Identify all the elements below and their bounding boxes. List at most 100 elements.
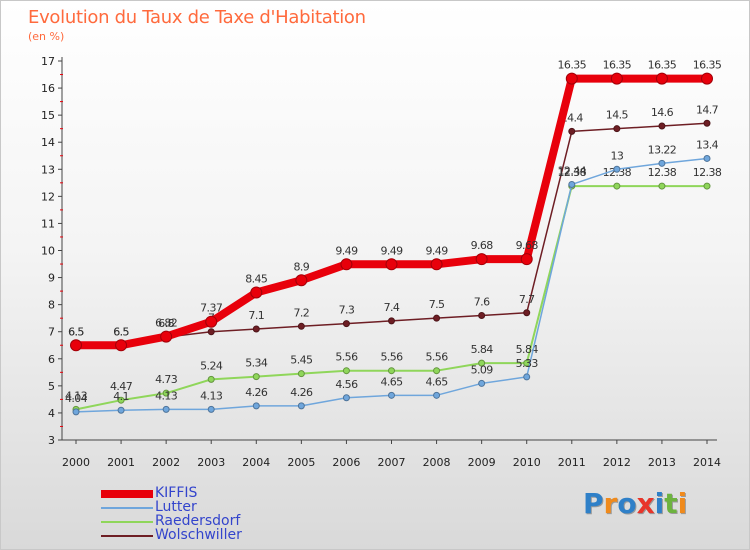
data-point — [701, 72, 713, 85]
data-label: 7.37 — [200, 302, 223, 315]
data-point — [295, 274, 308, 287]
data-label: 5.45 — [290, 354, 313, 367]
data-point — [252, 402, 260, 410]
legend-label: Lutter — [155, 499, 197, 515]
data-label: 6.8 — [158, 317, 174, 330]
data-label: 14.7 — [696, 103, 719, 116]
data-label: 4.04 — [65, 392, 88, 405]
data-label: 9.68 — [516, 239, 539, 252]
y-tick-label: 9 — [48, 272, 55, 285]
y-tick-label: 5 — [48, 380, 55, 393]
x-tick-label: 2010 — [513, 456, 541, 469]
chart-title: Evolution du Taux de Taxe d'Habitation — [28, 7, 366, 28]
data-label: 5.56 — [380, 351, 403, 364]
data-label: 8.9 — [294, 260, 310, 273]
data-label: 4.65 — [426, 375, 449, 388]
series-wolschwiller: 6.56.56.877.17.27.37.47.57.67.714.414.51… — [68, 103, 719, 349]
data-point — [658, 159, 666, 167]
data-label: 7.1 — [248, 309, 264, 322]
data-point — [297, 370, 305, 378]
data-point — [613, 182, 621, 190]
data-label: 9.49 — [426, 244, 449, 257]
data-label: 9.49 — [380, 244, 403, 257]
legend-label: Wolschwiller — [155, 527, 242, 543]
data-label: 7.3 — [339, 304, 355, 317]
data-label: 13 — [610, 149, 623, 162]
data-point — [478, 379, 486, 387]
data-point — [342, 394, 350, 402]
data-point — [342, 320, 350, 328]
data-point — [297, 402, 305, 410]
data-point — [433, 367, 441, 375]
x-tick-label: 2006 — [332, 456, 360, 469]
data-label: 4.47 — [110, 380, 133, 393]
data-point — [433, 314, 441, 322]
logo-letter: t — [664, 487, 678, 520]
data-label: 6.82 — [155, 317, 177, 330]
data-point — [117, 406, 125, 414]
data-point — [342, 367, 350, 375]
y-tick-label: 15 — [41, 109, 55, 122]
logo-letter: o — [617, 487, 637, 520]
data-point — [520, 253, 533, 266]
y-tick-label: 10 — [41, 245, 55, 258]
chart-unit: (en %) — [28, 30, 65, 43]
data-point — [565, 72, 578, 85]
data-label: 14.5 — [606, 109, 629, 122]
data-point — [115, 339, 128, 352]
y-tick-label: 13 — [41, 163, 55, 176]
data-label: 7.6 — [474, 295, 490, 308]
logo-letter: i — [654, 487, 665, 520]
data-point — [70, 339, 82, 352]
data-point — [388, 367, 395, 375]
x-tick-label: 2001 — [107, 456, 135, 469]
data-point — [613, 125, 621, 133]
legend-swatch — [101, 521, 153, 523]
proxiti-logo: Proxiti — [583, 487, 687, 520]
y-tick-label: 12 — [41, 190, 55, 203]
y-tick-label: 8 — [48, 299, 55, 312]
data-label: 7.4 — [384, 301, 400, 314]
data-point — [703, 119, 711, 127]
legend-swatch — [101, 535, 153, 537]
data-label: 6.5 — [68, 325, 84, 338]
data-point — [523, 309, 531, 317]
y-tick-label: 7 — [48, 326, 55, 339]
data-label: 4.13 — [155, 389, 178, 402]
x-tick-label: 2008 — [423, 456, 451, 469]
data-label: 4.26 — [245, 386, 268, 399]
data-point — [205, 315, 218, 328]
data-point — [72, 408, 80, 416]
data-point — [475, 253, 488, 266]
x-tick-label: 2009 — [468, 456, 496, 469]
data-label: 14.6 — [651, 106, 674, 119]
data-point — [207, 328, 215, 336]
data-point — [388, 317, 395, 325]
legend-swatch — [101, 507, 153, 509]
data-point — [160, 330, 173, 343]
x-tick-label: 2000 — [62, 456, 90, 469]
data-point — [568, 127, 576, 135]
data-label: 5.56 — [426, 351, 449, 364]
data-label: 5.24 — [200, 359, 223, 372]
data-label: 5.84 — [516, 343, 539, 356]
data-label: 4.1 — [113, 390, 129, 403]
data-point — [388, 391, 395, 399]
data-label: 4.13 — [65, 389, 88, 402]
data-point — [430, 258, 443, 271]
data-point — [250, 286, 263, 299]
y-tick-label: 11 — [41, 217, 55, 230]
data-point — [433, 391, 441, 399]
data-point — [252, 373, 260, 381]
y-tick-label: 16 — [41, 82, 55, 95]
y-tick-label: 17 — [41, 55, 55, 68]
data-point — [252, 325, 260, 333]
series-kiffis: 6.5 6.5 6.82 7.37 8.45 8.9 9.49 9.49 9.49 9.68 9.6… — [68, 59, 722, 352]
data-label: 4.26 — [290, 386, 313, 399]
data-point — [610, 72, 623, 85]
data-point — [658, 122, 666, 130]
data-point — [207, 375, 215, 383]
data-label: 12.38 — [693, 166, 722, 179]
